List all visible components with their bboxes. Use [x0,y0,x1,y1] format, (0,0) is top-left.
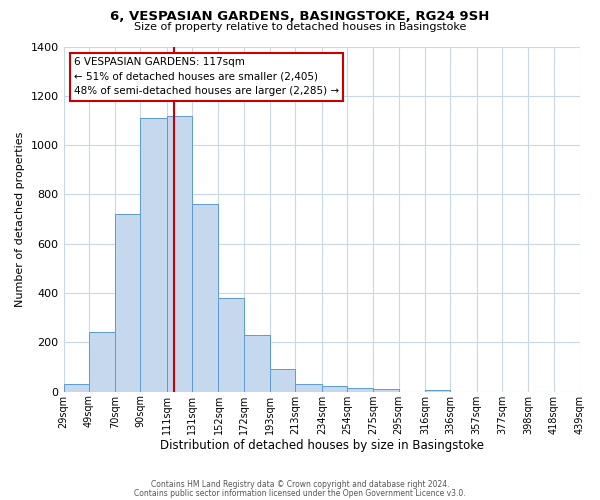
Text: 6, VESPASIAN GARDENS, BASINGSTOKE, RG24 9SH: 6, VESPASIAN GARDENS, BASINGSTOKE, RG24 … [110,10,490,23]
Bar [167,116,192,392]
X-axis label: Distribution of detached houses by size in Basingstoke: Distribution of detached houses by size … [160,440,484,452]
Bar [425,390,450,392]
Bar [347,388,373,392]
Bar [89,332,115,392]
Text: Size of property relative to detached houses in Basingstoke: Size of property relative to detached ho… [134,22,466,32]
Y-axis label: Number of detached properties: Number of detached properties [15,132,25,307]
Bar [244,335,270,392]
Bar [322,386,347,392]
Bar [295,384,322,392]
Bar [64,384,89,392]
Bar [192,204,218,392]
Text: 6 VESPASIAN GARDENS: 117sqm
← 51% of detached houses are smaller (2,405)
48% of : 6 VESPASIAN GARDENS: 117sqm ← 51% of det… [74,57,339,96]
Text: Contains public sector information licensed under the Open Government Licence v3: Contains public sector information licen… [134,488,466,498]
Bar [115,214,140,392]
Bar [270,370,295,392]
Text: Contains HM Land Registry data © Crown copyright and database right 2024.: Contains HM Land Registry data © Crown c… [151,480,449,489]
Bar [218,298,244,392]
Bar [373,389,398,392]
Bar [140,118,167,392]
